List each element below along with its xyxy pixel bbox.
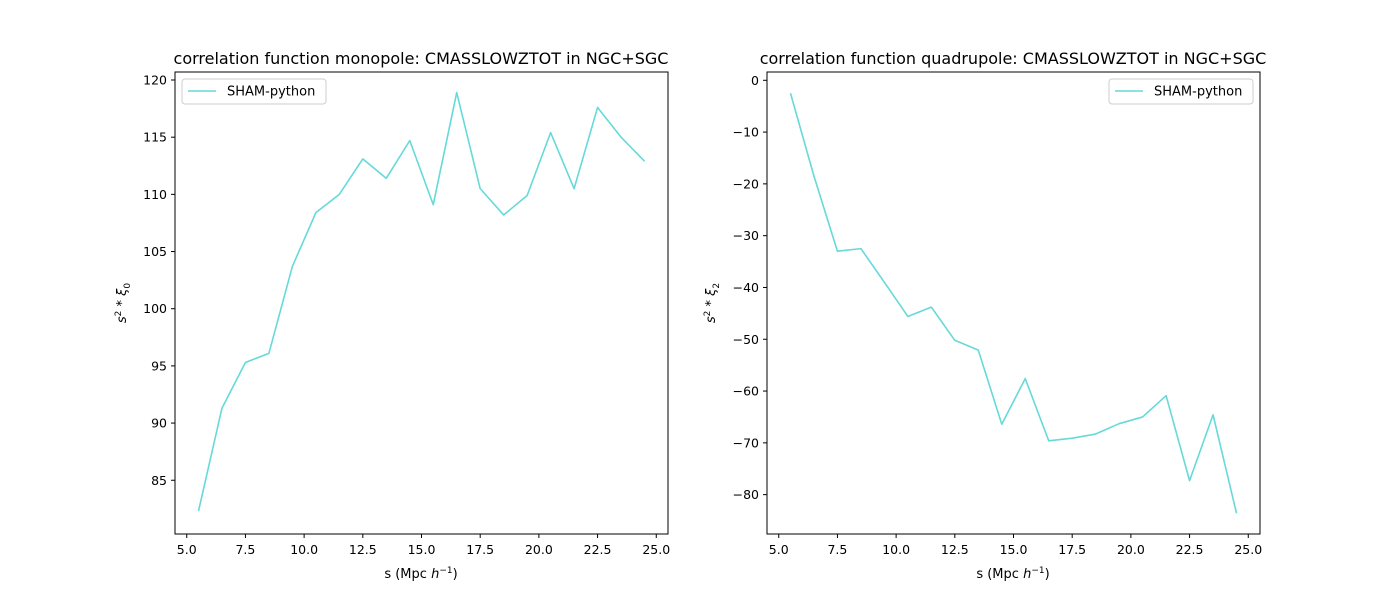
monopole-x-tick-label: 5.0: [177, 542, 197, 557]
monopole-x-tick-label: 15.0: [408, 542, 436, 557]
monopole-x-tick-label: 10.0: [290, 542, 318, 557]
quadrupole-chart-title: correlation function quadrupole: CMASSLO…: [760, 49, 1267, 68]
quadrupole-tick-labels: 5.0 7.5 10.0 12.5 15.0 17.5 20.0 22.5 25.0 0 −10 −2…: [733, 73, 1263, 557]
quadrupole-y-tick-label: −40: [733, 280, 759, 295]
monopole-y-tick-label: 105: [143, 244, 167, 259]
quadrupole-y-tick-label: −20: [733, 176, 759, 191]
monopole-y-tick-label: 100: [143, 301, 167, 316]
quadrupole-x-axis-label: s (Mpc h−1): [976, 566, 1049, 582]
quadrupole-y-tick-label: −10: [733, 125, 759, 140]
monopole-chart-title: correlation function monopole: CMASSLOWZ…: [174, 49, 669, 68]
monopole-x-axis-label: s (Mpc h−1): [384, 566, 457, 582]
quadrupole-y-tick-label: −60: [733, 384, 759, 399]
quadrupole-x-tick-label: 22.5: [1176, 542, 1204, 557]
monopole-y-tick-label: 120: [143, 73, 167, 88]
quadrupole-series-line: [789, 93, 1238, 514]
quadrupole-x-tick-label: 17.5: [1058, 542, 1086, 557]
quadrupole-y-tick-label: −80: [733, 487, 759, 502]
quadrupole-y-axis-label: s2 * ξ2: [703, 283, 722, 323]
quadrupole-legend: SHAM-python: [1108, 78, 1254, 105]
quadrupole-legend-label: SHAM-python: [1154, 85, 1242, 100]
monopole-y-tick-label: 115: [143, 130, 167, 145]
monopole-series-line: [197, 91, 646, 512]
monopole-tick-labels: 5.0 7.5 10.0 12.5 15.0 17.5 20.0 22.5 25.0 85 90 95…: [143, 73, 670, 557]
quadrupole-y-tick-label: −50: [733, 332, 759, 347]
monopole-chart: correlation function monopole: CMASSLOWZ…: [114, 49, 670, 582]
quadrupole-y-tick-label: −70: [733, 435, 759, 450]
monopole-y-tick-label: 95: [151, 358, 167, 373]
monopole-ticks: [171, 79, 657, 538]
monopole-y-tick-label: 85: [151, 473, 167, 488]
quadrupole-x-tick-label: 15.0: [1000, 542, 1028, 557]
monopole-x-tick-label: 7.5: [235, 542, 255, 557]
monopole-legend: SHAM-python: [181, 78, 327, 105]
monopole-x-tick-label: 12.5: [349, 542, 377, 557]
monopole-x-tick-label: 22.5: [584, 542, 612, 557]
monopole-legend-label: SHAM-python: [227, 85, 315, 100]
quadrupole-legend-box: [1108, 78, 1254, 105]
quadrupole-x-tick-label: 7.5: [827, 542, 847, 557]
monopole-y-tick-label: 90: [151, 416, 167, 431]
quadrupole-x-tick-label: 10.0: [882, 542, 910, 557]
monopole-y-tick-label: 110: [143, 187, 167, 202]
quadrupole-x-tick-label: 25.0: [1234, 542, 1262, 557]
monopole-axes-frame: [174, 71, 669, 535]
quadrupole-x-tick-label: 20.0: [1117, 542, 1145, 557]
quadrupole-axes-frame: [766, 71, 1261, 535]
quadrupole-ticks: [763, 79, 1249, 538]
monopole-x-tick-label: 17.5: [466, 542, 494, 557]
monopole-x-tick-label: 20.0: [525, 542, 553, 557]
quadrupole-y-tick-label: 0: [751, 73, 759, 88]
monopole-x-tick-label: 25.0: [642, 542, 670, 557]
quadrupole-x-tick-label: 5.0: [769, 542, 789, 557]
quadrupole-x-tick-label: 12.5: [941, 542, 969, 557]
monopole-legend-box: [181, 78, 327, 105]
quadrupole-y-tick-label: −30: [733, 228, 759, 243]
monopole-y-axis-label: s2 * ξ0: [114, 283, 133, 324]
quadrupole-chart: correlation function quadrupole: CMASSLO…: [703, 49, 1266, 582]
